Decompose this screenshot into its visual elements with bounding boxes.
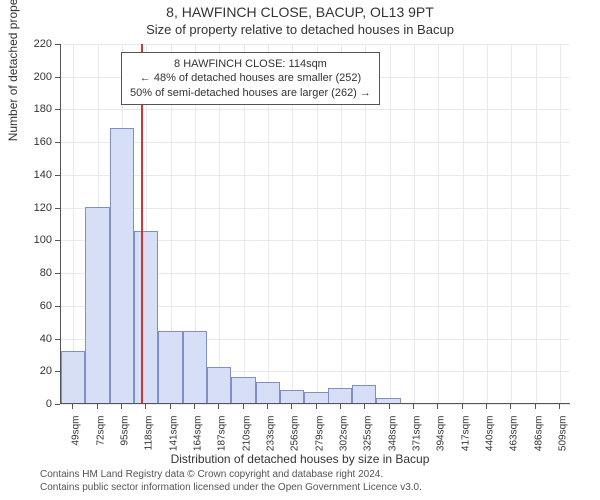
histogram-bar (352, 385, 376, 403)
annotation-line3: 50% of semi-detached houses are larger (… (130, 86, 371, 100)
xtick-mark (559, 404, 560, 409)
ytick-label: 80 (22, 267, 52, 279)
grid-line-h (61, 109, 570, 110)
xtick-label: 440sqm (484, 416, 495, 452)
xtick-label: 187sqm (217, 416, 228, 452)
xtick-label: 233sqm (265, 416, 276, 452)
histogram-bar (376, 398, 400, 403)
xtick-mark (389, 404, 390, 409)
xtick-mark (316, 404, 317, 409)
grid-line-v (511, 44, 512, 403)
histogram-bar (110, 128, 134, 403)
xtick-label: 164sqm (192, 416, 203, 452)
ytick-label: 200 (22, 71, 52, 83)
grid-line-v (73, 44, 74, 403)
xtick-label: 210sqm (241, 416, 252, 452)
xtick-mark (413, 404, 414, 409)
annotation-line1: 8 HAWFINCH CLOSE: 114sqm (130, 57, 371, 71)
ytick-label: 120 (22, 202, 52, 214)
xtick-label: 486sqm (533, 416, 544, 452)
ytick-label: 100 (22, 234, 52, 246)
ytick-label: 20 (22, 365, 52, 377)
histogram-bar (183, 331, 207, 403)
histogram-bar (304, 392, 328, 403)
page-title-line2: Size of property relative to detached ho… (0, 22, 600, 37)
grid-line-h (61, 44, 570, 45)
y-axis-label: Number of detached properties (6, 0, 20, 141)
grid-line-h (61, 208, 570, 209)
histogram-bar (158, 331, 182, 403)
histogram-bar (207, 367, 231, 403)
xtick-mark (121, 404, 122, 409)
x-axis-label: Distribution of detached houses by size … (0, 452, 600, 466)
histogram-bar (256, 382, 280, 403)
ytick-label: 220 (22, 38, 52, 50)
xtick-mark (145, 404, 146, 409)
xtick-mark (97, 404, 98, 409)
xtick-label: 256sqm (290, 416, 301, 452)
xtick-mark (486, 404, 487, 409)
annotation-box: 8 HAWFINCH CLOSE: 114sqm← 48% of detache… (121, 52, 380, 105)
xtick-mark (535, 404, 536, 409)
xtick-label: 463sqm (509, 416, 520, 452)
xtick-label: 417sqm (460, 416, 471, 452)
xtick-mark (364, 404, 365, 409)
page-title-line1: 8, HAWFINCH CLOSE, BACUP, OL13 9PT (0, 4, 600, 20)
grid-line-v (536, 44, 537, 403)
footer-line1: Contains HM Land Registry data © Crown c… (40, 469, 422, 482)
xtick-mark (243, 404, 244, 409)
ytick-label: 140 (22, 169, 52, 181)
xtick-label: 394sqm (436, 416, 447, 452)
xtick-mark (218, 404, 219, 409)
xtick-label: 509sqm (557, 416, 568, 452)
histogram-bar (328, 388, 352, 403)
xtick-label: 95sqm (119, 416, 130, 446)
xtick-mark (462, 404, 463, 409)
xtick-mark (194, 404, 195, 409)
xtick-label: 141sqm (168, 416, 179, 452)
histogram-bar (61, 351, 85, 403)
xtick-label: 325sqm (363, 416, 374, 452)
histogram-bar (280, 390, 304, 403)
grid-line-h (61, 175, 570, 176)
footer-attribution: Contains HM Land Registry data © Crown c… (40, 469, 422, 494)
grid-line-v (438, 44, 439, 403)
xtick-label: 279sqm (314, 416, 325, 452)
footer-line2: Contains public sector information licen… (40, 482, 422, 495)
grid-line-v (390, 44, 391, 403)
xtick-label: 72sqm (95, 416, 106, 446)
grid-line-h (61, 142, 570, 143)
xtick-label: 371sqm (411, 416, 422, 452)
xtick-label: 118sqm (144, 416, 155, 451)
xtick-label: 348sqm (387, 416, 398, 452)
ytick-label: 180 (22, 103, 52, 115)
xtick-mark (510, 404, 511, 409)
grid-line-v (414, 44, 415, 403)
ytick-label: 0 (22, 398, 52, 410)
grid-line-v (487, 44, 488, 403)
xtick-mark (72, 404, 73, 409)
grid-line-v (463, 44, 464, 403)
grid-line-v (560, 44, 561, 403)
ytick-label: 60 (22, 300, 52, 312)
histogram-bar (85, 207, 109, 403)
xtick-label: 49sqm (71, 416, 82, 446)
xtick-mark (291, 404, 292, 409)
xtick-mark (437, 404, 438, 409)
histogram-plot: 8 HAWFINCH CLOSE: 114sqm← 48% of detache… (60, 44, 570, 404)
annotation-line2: ← 48% of detached houses are smaller (25… (130, 71, 371, 85)
ytick-label: 160 (22, 136, 52, 148)
x-ticks: 49sqm72sqm95sqm118sqm141sqm164sqm187sqm2… (60, 404, 570, 444)
xtick-mark (170, 404, 171, 409)
xtick-mark (340, 404, 341, 409)
histogram-bar (231, 377, 255, 403)
histogram-bar (134, 231, 158, 403)
xtick-mark (267, 404, 268, 409)
xtick-label: 302sqm (338, 416, 349, 452)
ytick-label: 40 (22, 333, 52, 345)
